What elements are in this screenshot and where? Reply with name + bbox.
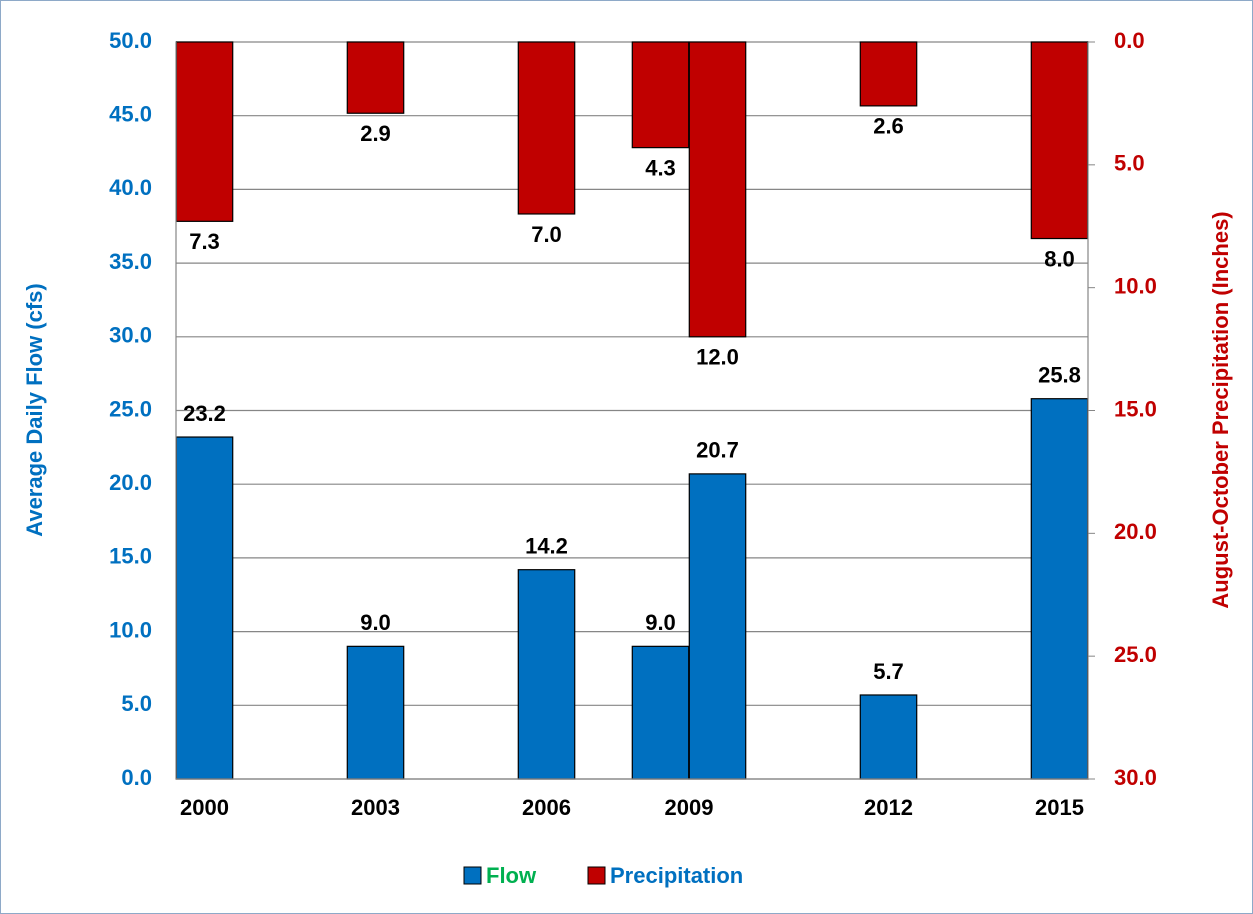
data-label: 9.0 bbox=[645, 610, 676, 635]
y2-tick-label: 20.0 bbox=[1114, 519, 1157, 544]
legend-swatch bbox=[587, 866, 606, 885]
legend-label: Flow bbox=[486, 863, 537, 888]
bar bbox=[631, 41, 690, 149]
x-tick-label: 2003 bbox=[351, 795, 400, 820]
y2-tick-label: 15.0 bbox=[1114, 396, 1157, 421]
data-label: 7.3 bbox=[189, 229, 220, 254]
x-tick-label: 2009 bbox=[665, 795, 714, 820]
bar bbox=[1030, 398, 1089, 780]
y-tick-label: 5.0 bbox=[121, 691, 152, 716]
y-tick-label: 30.0 bbox=[109, 323, 152, 348]
legend-swatch bbox=[463, 866, 482, 885]
y2-tick-label: 0.0 bbox=[1114, 28, 1145, 53]
bar bbox=[631, 645, 690, 780]
bar bbox=[859, 41, 918, 107]
data-label: 7.0 bbox=[531, 222, 562, 247]
bar bbox=[346, 41, 405, 114]
y-tick-label: 20.0 bbox=[109, 470, 152, 495]
bar bbox=[517, 569, 576, 780]
x-tick-label: 2015 bbox=[1035, 795, 1084, 820]
data-label: 12.0 bbox=[696, 345, 739, 370]
y2-tick-label: 30.0 bbox=[1114, 765, 1157, 790]
data-label: 5.7 bbox=[873, 659, 904, 684]
y-tick-label: 50.0 bbox=[109, 28, 152, 53]
data-label: 25.8 bbox=[1038, 363, 1081, 388]
data-label: 23.2 bbox=[183, 401, 226, 426]
bar bbox=[175, 436, 234, 780]
y2-tick-label: 25.0 bbox=[1114, 642, 1157, 667]
data-label: 2.9 bbox=[360, 121, 391, 146]
y2-tick-label: 5.0 bbox=[1114, 151, 1145, 176]
y-tick-label: 0.0 bbox=[121, 765, 152, 790]
data-label: 8.0 bbox=[1044, 246, 1075, 271]
bar bbox=[688, 473, 747, 780]
x-tick-label: 2006 bbox=[522, 795, 571, 820]
y-tick-label: 40.0 bbox=[109, 175, 152, 200]
data-label: 2.6 bbox=[873, 114, 904, 139]
data-label: 4.3 bbox=[645, 155, 676, 180]
y-tick-label: 35.0 bbox=[109, 249, 152, 274]
bar bbox=[1030, 41, 1089, 240]
y-tick-label: 15.0 bbox=[109, 544, 152, 569]
data-label: 20.7 bbox=[696, 438, 739, 463]
data-label: 14.2 bbox=[525, 534, 568, 559]
bar bbox=[688, 41, 747, 338]
y2-axis-title: August-October Precipitation (Inches) bbox=[1208, 211, 1233, 608]
x-tick-label: 2000 bbox=[180, 795, 229, 820]
bar bbox=[175, 41, 234, 222]
y-tick-label: 45.0 bbox=[109, 102, 152, 127]
bar bbox=[859, 694, 918, 780]
y-tick-label: 10.0 bbox=[109, 617, 152, 642]
bar bbox=[517, 41, 576, 215]
data-label: 9.0 bbox=[360, 610, 391, 635]
bar bbox=[346, 645, 405, 780]
y-tick-label: 25.0 bbox=[109, 396, 152, 421]
y2-tick-label: 10.0 bbox=[1114, 273, 1157, 298]
y-axis-title: Average Daily Flow (cfs) bbox=[22, 283, 47, 536]
legend-label: Precipitation bbox=[610, 863, 743, 888]
x-tick-label: 2012 bbox=[864, 795, 913, 820]
